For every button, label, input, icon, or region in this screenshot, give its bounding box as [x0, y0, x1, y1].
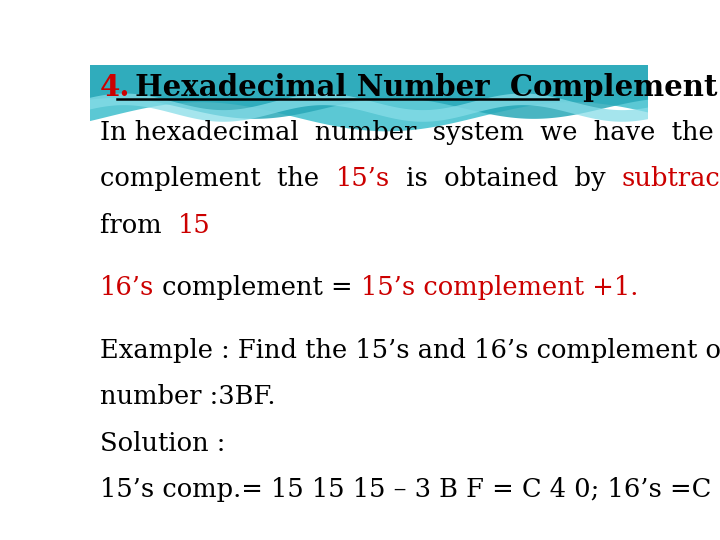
Text: subtracting: subtracting [621, 166, 720, 191]
Text: Example : Find the 15’s and 16’s complement of the following: Example : Find the 15’s and 16’s complem… [100, 338, 720, 362]
Text: is  obtained  by: is obtained by [390, 166, 621, 191]
Text: In hexadecimal  number  system  we  have  the: In hexadecimal number system we have the [100, 120, 720, 145]
Text: complement  the: complement the [100, 166, 336, 191]
Polygon shape [90, 65, 648, 119]
Text: 4.: 4. [100, 73, 130, 102]
Text: 15’s: 15’s [336, 166, 390, 191]
Text: 15’s complement +1.: 15’s complement +1. [361, 275, 639, 300]
Text: Hexadecimal Number  Complement:: Hexadecimal Number Complement: [125, 73, 720, 102]
Polygon shape [90, 65, 648, 131]
Text: 16’s: 16’s [100, 275, 154, 300]
Text: from: from [100, 213, 178, 238]
Text: complement =: complement = [154, 275, 361, 300]
Text: number :3BF.: number :3BF. [100, 384, 276, 409]
Text: 15: 15 [178, 213, 211, 238]
Text: 15’s comp.= 15 15 15 – 3 B F = C 4 0; 16’s =C 4 0+1=C 4 1: 15’s comp.= 15 15 15 – 3 B F = C 4 0; 16… [100, 477, 720, 502]
Polygon shape [90, 93, 648, 122]
Text: Solution :: Solution : [100, 431, 225, 456]
